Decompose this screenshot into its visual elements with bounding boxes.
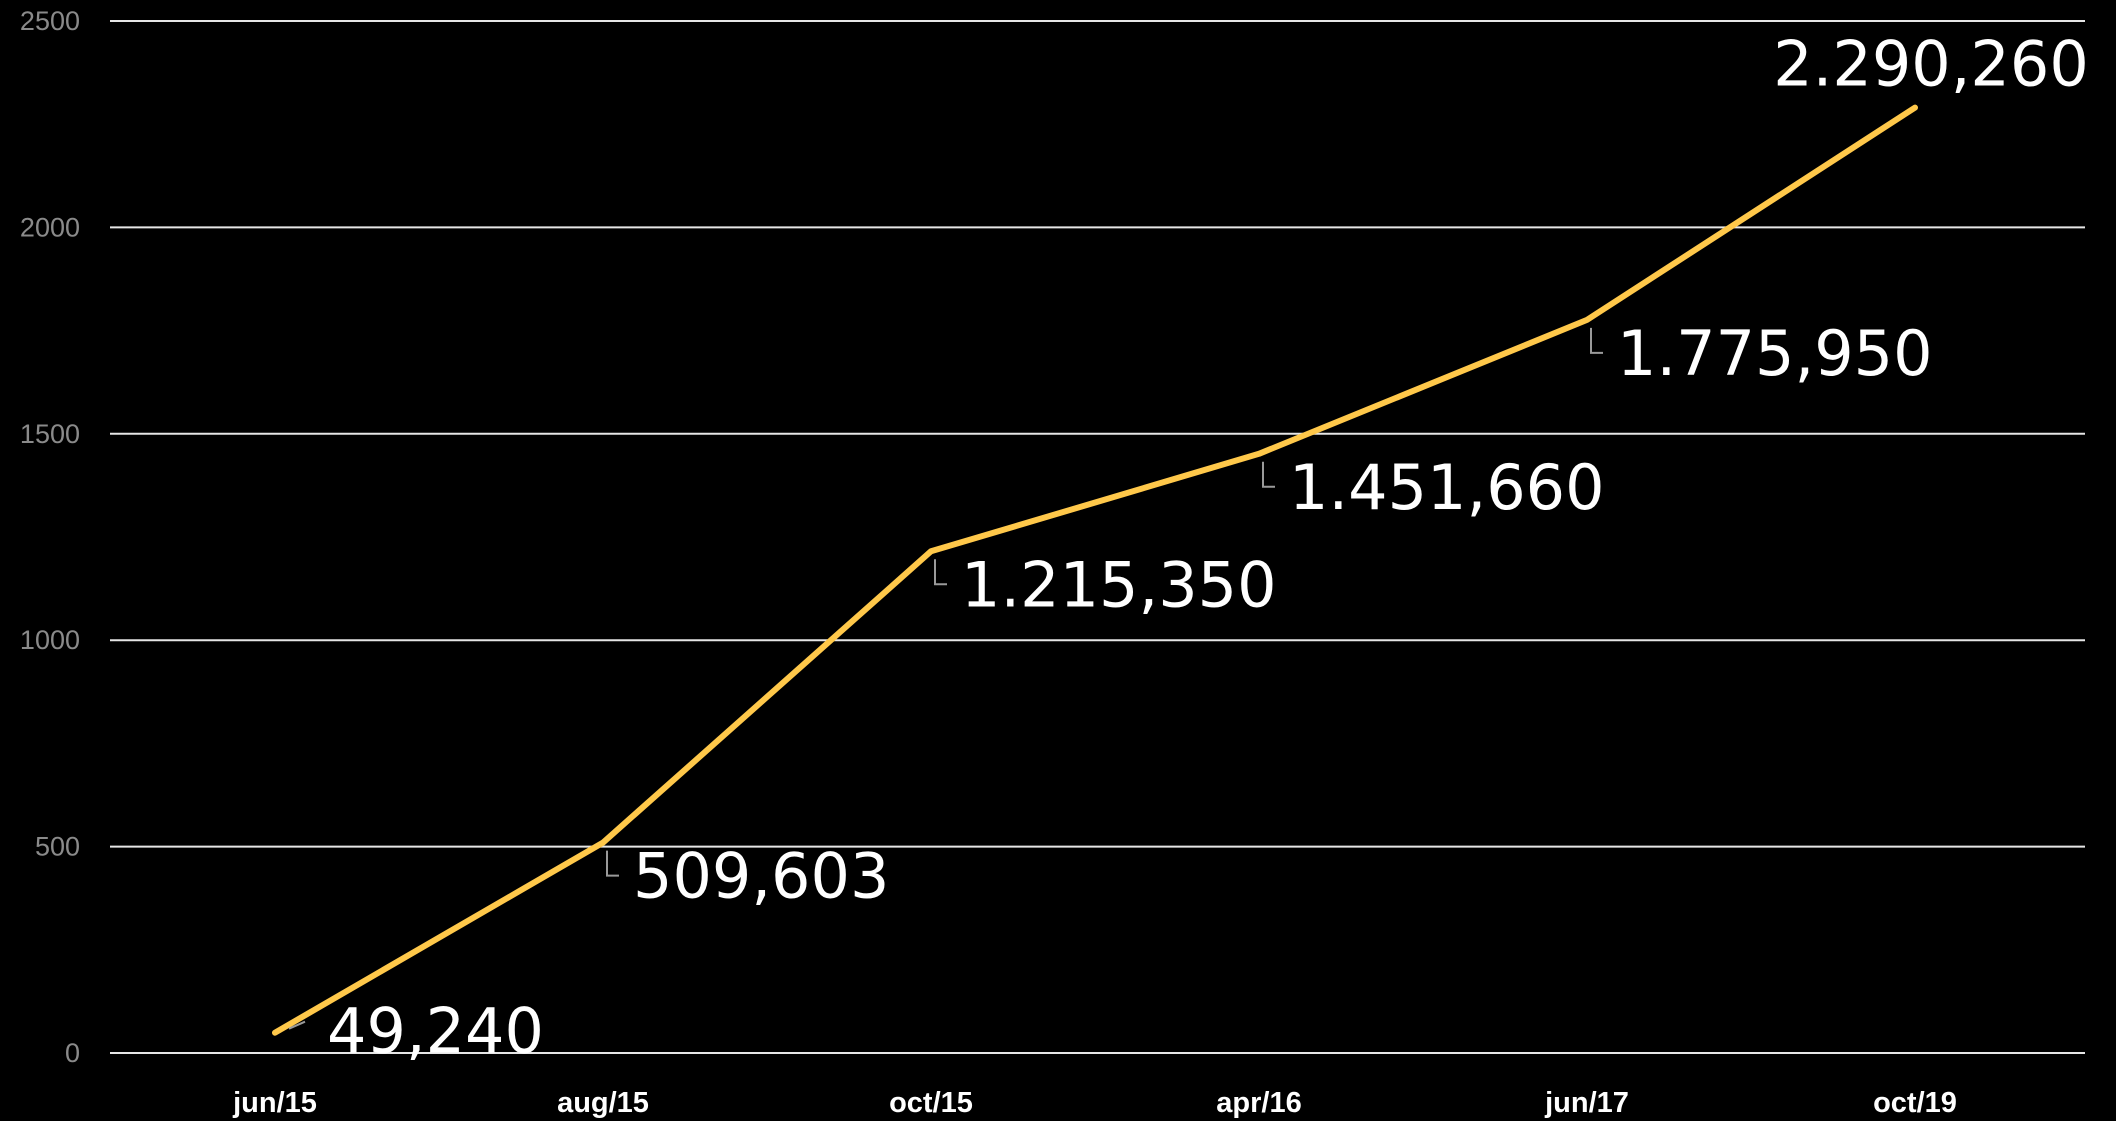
data-labels: 49,240 509,603 1.215,3501.451,6601.775,950… xyxy=(288,28,2089,1068)
data-label: 1.215,350 xyxy=(961,548,1277,621)
data-label-leader xyxy=(934,559,947,586)
data-label: 49,240 xyxy=(327,995,544,1068)
gridlines xyxy=(110,20,2085,1054)
x-tick-label: apr/16 xyxy=(1216,1087,1301,1119)
data-label: 509,603 xyxy=(633,840,889,913)
data-label-leader xyxy=(1262,461,1275,488)
y-tick-label: 1500 xyxy=(20,419,80,449)
data-label-leader xyxy=(1590,327,1603,354)
data-label-leader xyxy=(288,1020,306,1030)
y-tick-label: 0 xyxy=(65,1038,80,1068)
series-line xyxy=(272,104,1918,1036)
y-tick-label: 500 xyxy=(35,832,80,862)
data-label: 1.451,660 xyxy=(1289,451,1605,524)
x-tick-label: oct/19 xyxy=(1873,1087,1957,1119)
x-tick-label: oct/15 xyxy=(889,1087,973,1119)
y-tick-label: 2000 xyxy=(20,212,80,242)
y-tick-label: 1000 xyxy=(20,625,80,655)
series xyxy=(272,104,1918,1036)
x-tick-label: jun/15 xyxy=(232,1087,317,1119)
x-axis-ticks: jun/15 aug/15 oct/15 apr/16 jun/17 oct/19 xyxy=(232,1087,1957,1119)
y-axis-ticks: 0 500 1000 1500 2000 2500 xyxy=(20,6,80,1068)
data-label: 2.290,260 xyxy=(1773,28,2089,101)
x-tick-label: jun/17 xyxy=(1544,1087,1629,1119)
y-tick-label: 2500 xyxy=(20,6,80,36)
data-label: 1.775,950 xyxy=(1617,317,1933,390)
data-label-leader xyxy=(606,850,619,877)
x-tick-label: aug/15 xyxy=(557,1087,649,1119)
